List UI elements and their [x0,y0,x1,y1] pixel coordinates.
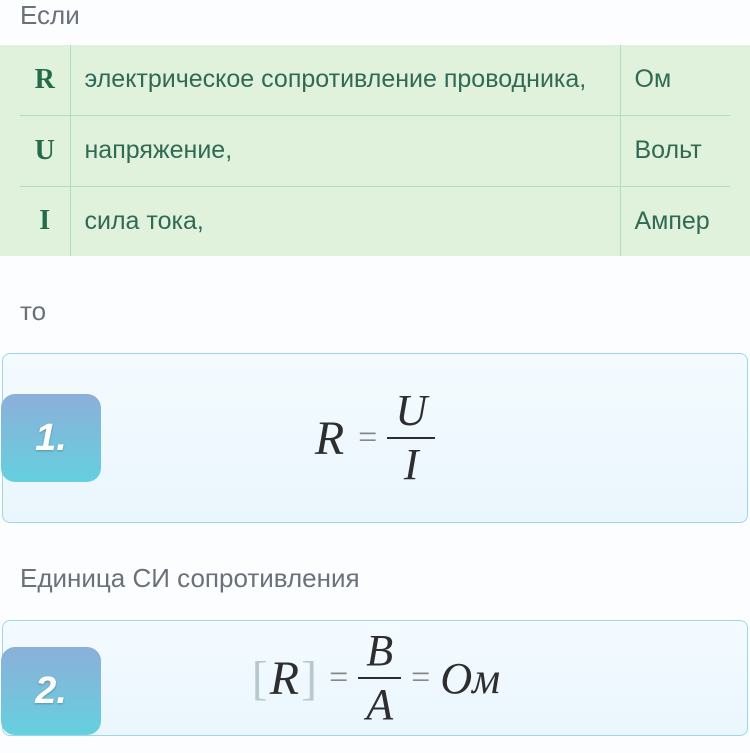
table-row: U напряжение, Вольт [20,115,730,186]
description-cell: сила тока, [70,186,620,256]
symbol-cell: R [20,45,70,115]
intro-label: Если [0,0,750,45]
description-cell: электрическое сопротивление проводника, [70,45,620,115]
definitions-table: R электрическое сопротивление проводника… [0,45,750,256]
formula-lhs: R [315,411,348,466]
left-bracket: [ [250,651,270,706]
denominator: А [358,679,401,727]
then-label: то [0,256,750,353]
fraction: В А [358,629,401,727]
formula-1: R = U I [3,354,747,522]
equals-sign: = [319,659,358,697]
symbol-cell: I [20,186,70,256]
symbol-cell: U [20,115,70,186]
formula-card-1: 1. R = U I [2,353,748,523]
denominator: I [396,439,427,487]
fraction: U I [387,389,435,487]
equals-sign: = [401,659,440,697]
numerator: U [387,389,435,437]
formula-lhs: R [270,651,299,706]
description-cell: напряжение, [70,115,620,186]
right-bracket: ] [299,651,319,706]
formula-card-2: 2. [ R ] = В А = Ом [2,620,748,736]
formula-result: Ом [440,653,500,704]
table-row: I сила тока, Ампер [20,186,730,256]
table-row: R электрическое сопротивление проводника… [20,45,730,115]
formula-2: [ R ] = В А = Ом [3,603,747,753]
numerator: В [358,629,401,677]
unit-cell: Ампер [620,186,730,256]
equals-sign: = [348,419,387,457]
unit-cell: Вольт [620,115,730,186]
unit-cell: Ом [620,45,730,115]
